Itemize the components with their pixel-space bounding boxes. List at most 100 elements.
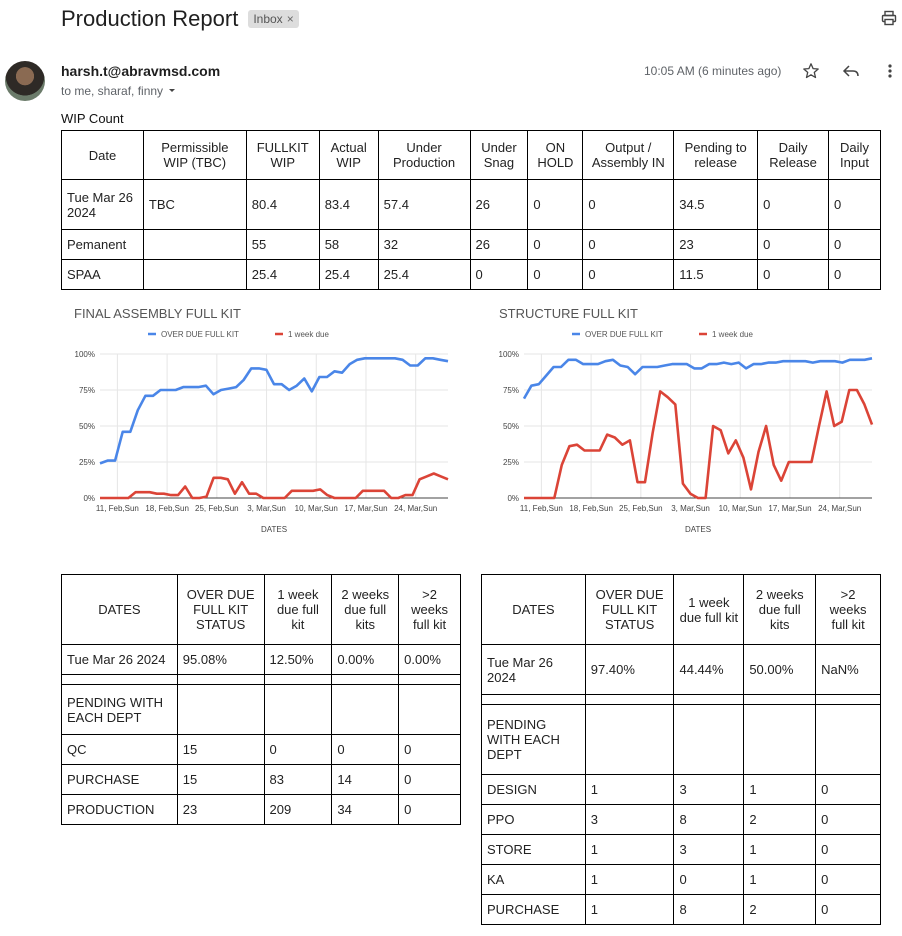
status-cell: PURCHASE bbox=[481, 894, 586, 925]
status-header-cell: >2 weeks full kit bbox=[815, 574, 881, 645]
chart-title-final-assembly: FINAL ASSEMBLY FULL KIT bbox=[74, 306, 241, 321]
status-cell: 14 bbox=[331, 764, 400, 795]
wip-cell: 55 bbox=[245, 229, 320, 260]
wip-cell: 0 bbox=[469, 259, 529, 290]
x-tick-label: 24, Mar,Sun bbox=[818, 504, 861, 513]
status-cell: 34 bbox=[331, 794, 400, 825]
status-cell: 0 bbox=[815, 894, 881, 925]
x-tick-label: 18, Feb,Sun bbox=[569, 504, 613, 513]
table-row: Tue Mar 26 2024 95.08% 12.50% 0.00% 0.00… bbox=[61, 644, 461, 675]
wip-cell: 0 bbox=[527, 229, 584, 260]
table-spacer-row bbox=[61, 674, 461, 685]
table-row: Pemanent 55 58 32 26 0 0 23 0 0 bbox=[61, 229, 881, 260]
status-header-cell: DATES bbox=[481, 574, 586, 645]
table-row: PURCHASE 1 8 2 0 bbox=[481, 894, 881, 925]
status-cell: 15 bbox=[176, 764, 265, 795]
y-tick-label: 0% bbox=[507, 494, 519, 503]
x-tick-label: 17, Mar,Sun bbox=[344, 504, 387, 513]
wip-cell: 0 bbox=[582, 229, 675, 260]
wip-header-cell: Permissible WIP (TBC) bbox=[142, 130, 247, 180]
x-tick-label: 25, Feb,Sun bbox=[195, 504, 239, 513]
wip-header-cell: Under Production bbox=[377, 130, 471, 180]
inbox-label-badge[interactable]: Inbox × bbox=[248, 10, 299, 28]
wip-cell bbox=[142, 259, 247, 290]
status-cell: 8 bbox=[673, 894, 745, 925]
y-tick-label: 50% bbox=[79, 422, 95, 431]
y-tick-label: 0% bbox=[83, 494, 95, 503]
reply-icon[interactable] bbox=[842, 62, 860, 85]
star-icon[interactable] bbox=[802, 62, 820, 85]
wip-header-cell: Under Snag bbox=[469, 130, 529, 180]
status-cell: 1 bbox=[584, 774, 675, 805]
wip-header-cell: Actual WIP bbox=[318, 130, 379, 180]
status-cell: 0 bbox=[673, 864, 745, 895]
status-cell: 0 bbox=[398, 794, 461, 825]
x-tick-label: 17, Mar,Sun bbox=[768, 504, 811, 513]
wip-cell: 0 bbox=[757, 179, 829, 230]
x-tick-label: 11, Feb,Sun bbox=[96, 504, 139, 513]
status-cell: Tue Mar 26 2024 bbox=[481, 644, 586, 695]
print-icon[interactable] bbox=[881, 10, 897, 31]
status-cell: 2 bbox=[743, 804, 817, 835]
table-row: PENDING WITH EACH DEPT bbox=[61, 684, 461, 735]
wip-cell: 11.5 bbox=[673, 259, 759, 290]
y-tick-label: 100% bbox=[75, 350, 95, 359]
wip-header-cell: FULLKIT WIP bbox=[245, 130, 320, 180]
avatar[interactable] bbox=[5, 61, 45, 101]
status-cell: 95.08% bbox=[176, 644, 265, 675]
status-cell: 0 bbox=[398, 734, 461, 765]
sender-email[interactable]: harsh.t@abravmsd.com bbox=[61, 63, 221, 79]
legend-label: OVER DUE FULL KIT bbox=[585, 330, 663, 339]
status-cell: 0 bbox=[331, 734, 400, 765]
chart-title-structure: STRUCTURE FULL KIT bbox=[499, 306, 638, 321]
wip-cell bbox=[142, 229, 247, 260]
y-tick-label: 25% bbox=[79, 458, 95, 467]
wip-cell: SPAA bbox=[61, 259, 144, 290]
series-line bbox=[524, 388, 874, 500]
x-axis-label: DATES bbox=[261, 525, 287, 534]
close-icon[interactable]: × bbox=[286, 12, 294, 26]
wip-cell: 32 bbox=[377, 229, 471, 260]
status-header-cell: >2 weeks full kit bbox=[398, 574, 461, 645]
legend-label: OVER DUE FULL KIT bbox=[161, 330, 239, 339]
series-line bbox=[99, 356, 449, 465]
status-cell: STORE bbox=[481, 834, 586, 865]
status-cell: NaN% bbox=[815, 644, 881, 695]
x-tick-label: 3, Mar,Sun bbox=[671, 504, 710, 513]
status-header-row: DATES OVER DUE FULL KIT STATUS 1 week du… bbox=[481, 574, 881, 645]
status-cell: 0 bbox=[815, 834, 881, 865]
status-cell: 0 bbox=[815, 804, 881, 835]
email-subject-row: Production Report Inbox × bbox=[61, 4, 299, 34]
chevron-down-icon[interactable] bbox=[167, 84, 177, 98]
wip-cell: 34.5 bbox=[673, 179, 759, 230]
more-vert-icon[interactable] bbox=[882, 62, 898, 85]
wip-cell: 0 bbox=[582, 259, 675, 290]
wip-header-cell: Daily Release bbox=[757, 130, 829, 180]
status-cell: 1 bbox=[584, 834, 675, 865]
recipients[interactable]: to me, sharaf, finny bbox=[61, 84, 177, 98]
table-row: PENDING WITH EACH DEPT bbox=[481, 704, 881, 775]
status-cell: 15 bbox=[176, 734, 265, 765]
wip-cell: 0 bbox=[828, 259, 881, 290]
status-cell: 0.00% bbox=[331, 644, 400, 675]
pending-label-cell: PENDING WITH EACH DEPT bbox=[61, 684, 178, 735]
status-cell: QC bbox=[61, 734, 178, 765]
status-cell: 1 bbox=[584, 864, 675, 895]
wip-header-cell: Output / Assembly IN bbox=[582, 130, 675, 180]
status-cell: 97.40% bbox=[584, 644, 675, 695]
wip-cell: 26 bbox=[469, 229, 529, 260]
status-header-cell: 1 week due full kit bbox=[263, 574, 333, 645]
table-row: PPO 3 8 2 0 bbox=[481, 804, 881, 835]
wip-cell: 80.4 bbox=[245, 179, 320, 230]
table-row: QC 15 0 0 0 bbox=[61, 734, 461, 765]
status-cell: 44.44% bbox=[673, 644, 745, 695]
legend-label: 1 week due bbox=[288, 330, 329, 339]
wip-cell: 26 bbox=[469, 179, 529, 230]
x-tick-label: 25, Feb,Sun bbox=[619, 504, 663, 513]
status-cell: 1 bbox=[584, 894, 675, 925]
status-cell: 0 bbox=[815, 864, 881, 895]
status-cell: 3 bbox=[673, 834, 745, 865]
status-cell: 23 bbox=[176, 794, 265, 825]
x-tick-label: 24, Mar,Sun bbox=[394, 504, 437, 513]
wip-cell: 0 bbox=[527, 179, 584, 230]
